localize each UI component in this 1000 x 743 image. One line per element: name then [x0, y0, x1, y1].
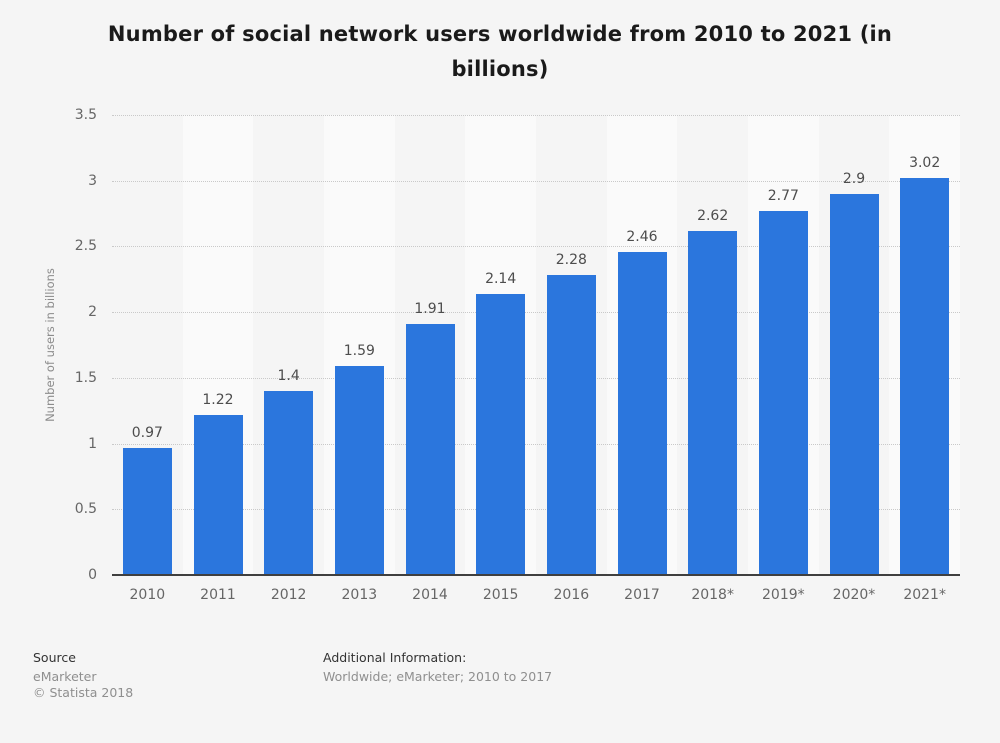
- y-tick-2.5: 2.5: [74, 238, 97, 255]
- y-tick-1.5: 1.5: [74, 369, 97, 386]
- y-tick-2: 2: [88, 304, 97, 321]
- y-tick-0: 0: [88, 567, 97, 583]
- x-tick-2018*: 2018*: [691, 587, 734, 603]
- x-tick-2012: 2012: [270, 587, 307, 603]
- bar-2020*: [829, 193, 879, 575]
- value-label-2017: 2.46: [626, 228, 658, 245]
- y-tick-3.5: 3.5: [74, 107, 97, 123]
- bar-2017: [617, 251, 667, 575]
- y-tick-0.5: 0.5: [74, 501, 97, 518]
- value-label-2013: 1.59: [343, 343, 375, 360]
- value-label-2010: 0.97: [131, 424, 163, 441]
- value-label-2019*: 2.77: [767, 187, 799, 204]
- gridline-3: [112, 180, 960, 182]
- source-heading: Source: [33, 650, 76, 665]
- bar-2010: [122, 447, 172, 575]
- value-label-2014: 1.91: [414, 300, 446, 317]
- gridline-0.5: [112, 509, 960, 511]
- x-tick-2013: 2013: [341, 587, 378, 603]
- y-tick-1: 1: [88, 435, 97, 452]
- value-label-2018*: 2.62: [697, 207, 729, 224]
- x-tick-2015: 2015: [482, 587, 519, 603]
- x-tick-2021*: 2021*: [903, 587, 946, 603]
- bar-2016: [546, 275, 596, 575]
- x-tick-2010: 2010: [129, 587, 166, 603]
- value-label-2012: 1.4: [277, 368, 300, 384]
- x-tick-2011: 2011: [200, 587, 236, 603]
- y-axis-label: Number of users in billions: [43, 268, 57, 422]
- additional-info-text: Worldwide; eMarketer; 2010 to 2017: [323, 668, 553, 684]
- additional-info-heading: Additional Information:: [323, 650, 467, 665]
- x-tick-2019*: 2019*: [762, 587, 805, 603]
- source-block: Source eMarketer © Statista 2018: [33, 650, 133, 702]
- x-axis-line: [112, 574, 960, 576]
- additional-info-block: Additional Information: Worldwide; eMark…: [323, 650, 552, 685]
- value-label-2011: 1.22: [202, 391, 234, 408]
- gridline-2.5: [112, 246, 960, 248]
- value-label-2021*: 3.02: [909, 155, 941, 172]
- value-label-2015: 2.14: [485, 270, 517, 287]
- bar-2018*: [688, 230, 738, 575]
- x-tick-2016: 2016: [553, 587, 590, 603]
- gridline-1.5: [112, 377, 960, 379]
- bar-2014: [405, 323, 455, 575]
- bar-2011: [193, 414, 243, 575]
- value-label-2016: 2.28: [555, 252, 587, 269]
- x-tick-2020*: 2020*: [832, 587, 876, 603]
- bar-2013: [334, 366, 384, 575]
- bar-2015: [476, 293, 526, 575]
- bar-2019*: [758, 210, 808, 575]
- plot-area: 0.97 1.22 1.4 1.59 1.91 2.14 2.28 2.46 2.62 2.77 2…: [112, 115, 960, 576]
- x-tick-2017: 2017: [624, 587, 660, 603]
- gridline-2: [112, 312, 960, 314]
- y-tick-3: 3: [88, 172, 97, 189]
- x-tick-2014: 2014: [412, 587, 448, 603]
- bar-2021*: [900, 178, 950, 575]
- chart-title: Number of social network users worldwide…: [107, 22, 893, 81]
- gridline-3.5: [112, 115, 960, 116]
- gridline-1: [112, 443, 960, 445]
- value-label-2020*: 2.9: [842, 170, 866, 187]
- copyright-note: © Statista 2018: [33, 685, 134, 700]
- source-name: eMarketer: [33, 668, 97, 684]
- bar-2012: [264, 391, 314, 575]
